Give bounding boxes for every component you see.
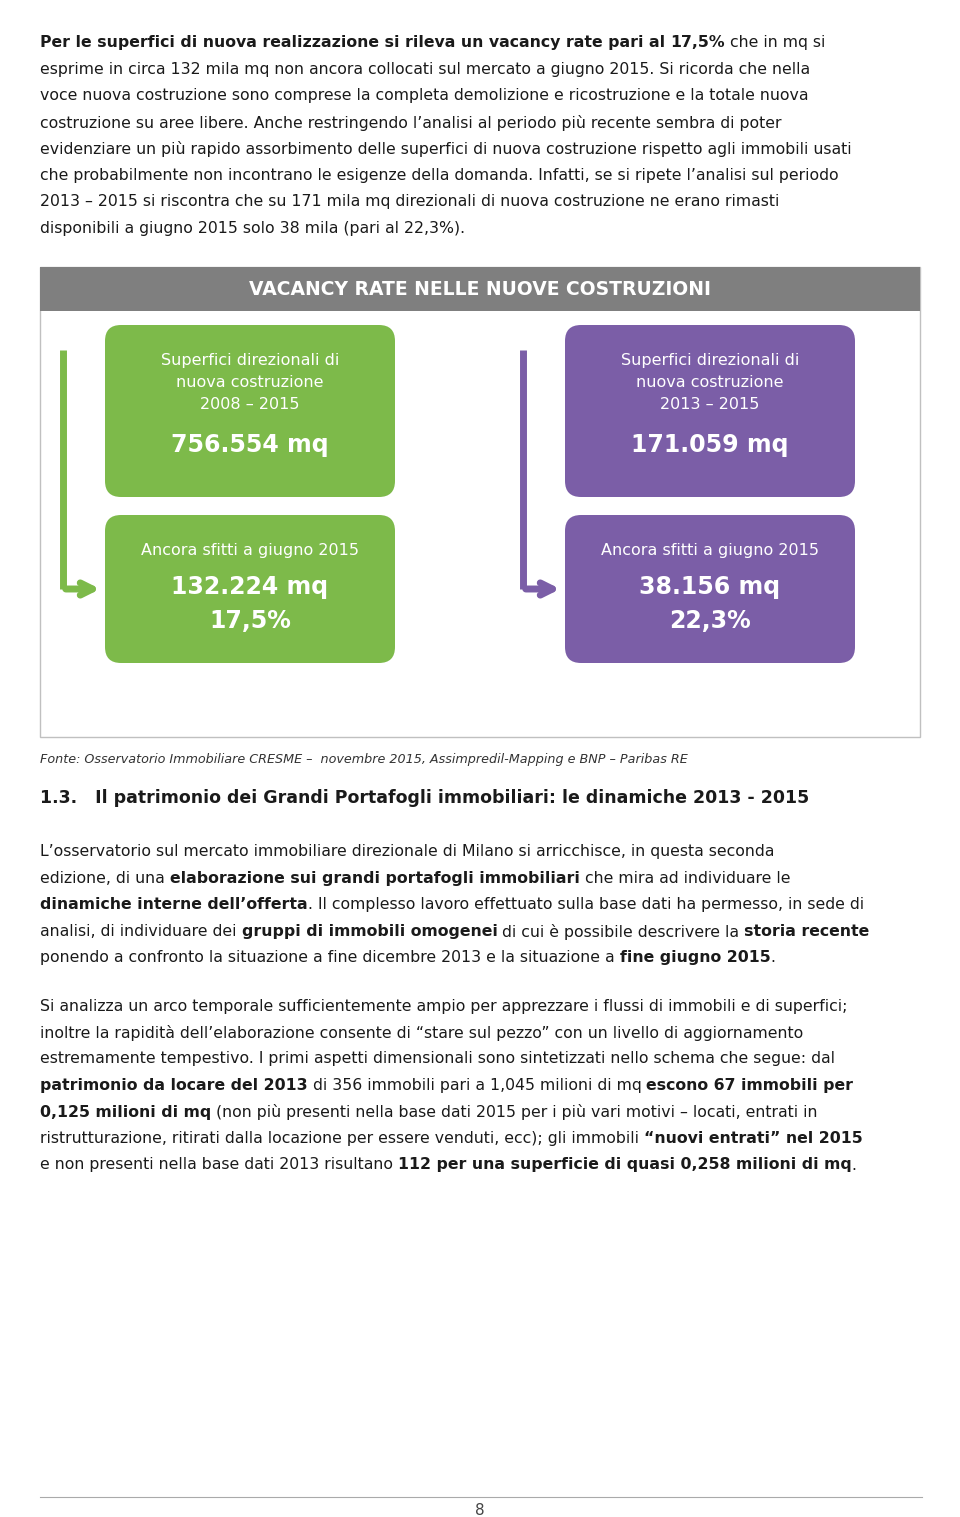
FancyBboxPatch shape bbox=[105, 325, 395, 498]
Text: VACANCY RATE NELLE NUOVE COSTRUZIONI: VACANCY RATE NELLE NUOVE COSTRUZIONI bbox=[249, 279, 711, 299]
Text: nuova costruzione: nuova costruzione bbox=[177, 375, 324, 390]
Text: 756.554 mq: 756.554 mq bbox=[171, 432, 329, 457]
Text: 2013 – 2015: 2013 – 2015 bbox=[660, 397, 759, 413]
Text: che mira ad individuare le: che mira ad individuare le bbox=[580, 871, 790, 886]
Text: 171.059 mq: 171.059 mq bbox=[632, 432, 789, 457]
Text: dinamiche interne dell’offerta: dinamiche interne dell’offerta bbox=[40, 897, 307, 912]
Text: nuova costruzione: nuova costruzione bbox=[636, 375, 783, 390]
Text: 8: 8 bbox=[475, 1503, 485, 1517]
Text: 2008 – 2015: 2008 – 2015 bbox=[201, 397, 300, 413]
Text: elaborazione sui grandi portafogli immobiliari: elaborazione sui grandi portafogli immob… bbox=[170, 871, 580, 886]
Text: fine giugno 2015: fine giugno 2015 bbox=[619, 950, 770, 965]
Text: 132.224 mq: 132.224 mq bbox=[172, 575, 328, 599]
Text: estremamente tempestivo. I primi aspetti dimensionali sono sintetizzati nello sc: estremamente tempestivo. I primi aspetti… bbox=[40, 1051, 835, 1066]
Text: Fonte: Osservatorio Immobiliare CRESME –  novembre 2015, Assimpredil-Mapping e B: Fonte: Osservatorio Immobiliare CRESME –… bbox=[40, 752, 687, 766]
Text: gruppi di immobili omogenei: gruppi di immobili omogenei bbox=[242, 924, 497, 939]
FancyBboxPatch shape bbox=[105, 514, 395, 663]
Text: storia recente: storia recente bbox=[744, 924, 870, 939]
Text: escono 67 immobili per: escono 67 immobili per bbox=[646, 1079, 853, 1094]
Text: patrimonio da locare del 2013: patrimonio da locare del 2013 bbox=[40, 1079, 307, 1094]
Text: analisi, di individuare dei: analisi, di individuare dei bbox=[40, 924, 242, 939]
FancyBboxPatch shape bbox=[40, 267, 920, 737]
Text: Superfici direzionali di: Superfici direzionali di bbox=[161, 353, 339, 369]
Text: esprime in circa 132 mila mq non ancora collocati sul mercato a giugno 2015. Si : esprime in circa 132 mila mq non ancora … bbox=[40, 62, 810, 76]
Text: 112 per una superficie di quasi 0,258 milioni di mq: 112 per una superficie di quasi 0,258 mi… bbox=[398, 1157, 852, 1173]
FancyBboxPatch shape bbox=[565, 325, 855, 498]
Text: Si analizza un arco temporale sufficientemente ampio per apprezzare i flussi di : Si analizza un arco temporale sufficient… bbox=[40, 998, 848, 1013]
Text: .: . bbox=[770, 950, 776, 965]
Text: 22,3%: 22,3% bbox=[669, 608, 751, 633]
Text: voce nuova costruzione sono comprese la completa demolizione e ricostruzione e l: voce nuova costruzione sono comprese la … bbox=[40, 88, 808, 103]
Text: di 356 immobili pari a 1,045 milioni di mq: di 356 immobili pari a 1,045 milioni di … bbox=[307, 1079, 646, 1094]
Text: ristrutturazione, ritirati dalla locazione per essere venduti, ecc); gli immobil: ristrutturazione, ritirati dalla locazio… bbox=[40, 1132, 644, 1145]
Text: Ancora sfitti a giugno 2015: Ancora sfitti a giugno 2015 bbox=[141, 543, 359, 558]
Text: .: . bbox=[852, 1157, 856, 1173]
Text: L’osservatorio sul mercato immobiliare direzionale di Milano si arricchisce, in : L’osservatorio sul mercato immobiliare d… bbox=[40, 843, 775, 859]
Text: Ancora sfitti a giugno 2015: Ancora sfitti a giugno 2015 bbox=[601, 543, 819, 558]
Text: evidenziare un più rapido assorbimento delle superfici di nuova costruzione risp: evidenziare un più rapido assorbimento d… bbox=[40, 141, 852, 156]
Text: 2013 – 2015 si riscontra che su 171 mila mq direzionali di nuova costruzione ne : 2013 – 2015 si riscontra che su 171 mila… bbox=[40, 194, 780, 209]
Text: 1.3.   Il patrimonio dei Grandi Portafogli immobiliari: le dinamiche 2013 - 2015: 1.3. Il patrimonio dei Grandi Portafogli… bbox=[40, 789, 809, 807]
Text: ponendo a confronto la situazione a fine dicembre 2013 e la situazione a: ponendo a confronto la situazione a fine… bbox=[40, 950, 619, 965]
FancyBboxPatch shape bbox=[40, 267, 920, 311]
Text: edizione, di una: edizione, di una bbox=[40, 871, 170, 886]
Text: inoltre la rapidità dell’elaborazione consente di “stare sul pezzo” con un livel: inoltre la rapidità dell’elaborazione co… bbox=[40, 1025, 804, 1041]
Text: Superfici direzionali di: Superfici direzionali di bbox=[621, 353, 799, 369]
Text: 0,125 milioni di mq: 0,125 milioni di mq bbox=[40, 1104, 211, 1120]
Text: costruzione su aree libere. Anche restringendo l’analisi al periodo più recente : costruzione su aree libere. Anche restri… bbox=[40, 114, 781, 130]
Text: che probabilmente non incontrano le esigenze della domanda. Infatti, se si ripet: che probabilmente non incontrano le esig… bbox=[40, 167, 839, 182]
Text: Per le superfici di nuova realizzazione si rileva un vacancy rate pari al: Per le superfici di nuova realizzazione … bbox=[40, 35, 671, 50]
Text: (non più presenti nella base dati 2015 per i più vari motivi – locati, entrati i: (non più presenti nella base dati 2015 p… bbox=[211, 1104, 818, 1121]
Text: 17,5%: 17,5% bbox=[209, 608, 291, 633]
FancyBboxPatch shape bbox=[565, 514, 855, 663]
Text: . Il complesso lavoro effettuato sulla base dati ha permesso, in sede di: . Il complesso lavoro effettuato sulla b… bbox=[307, 897, 864, 912]
Text: “nuovi entrati” nel 2015: “nuovi entrati” nel 2015 bbox=[644, 1132, 863, 1145]
Text: 38.156 mq: 38.156 mq bbox=[639, 575, 780, 599]
Text: 17,5%: 17,5% bbox=[671, 35, 725, 50]
Text: e non presenti nella base dati 2013 risultano: e non presenti nella base dati 2013 risu… bbox=[40, 1157, 398, 1173]
Text: disponibili a giugno 2015 solo 38 mila (pari al 22,3%).: disponibili a giugno 2015 solo 38 mila (… bbox=[40, 220, 466, 235]
Text: di cui è possibile descrivere la: di cui è possibile descrivere la bbox=[497, 924, 744, 939]
Text: che in mq si: che in mq si bbox=[725, 35, 826, 50]
